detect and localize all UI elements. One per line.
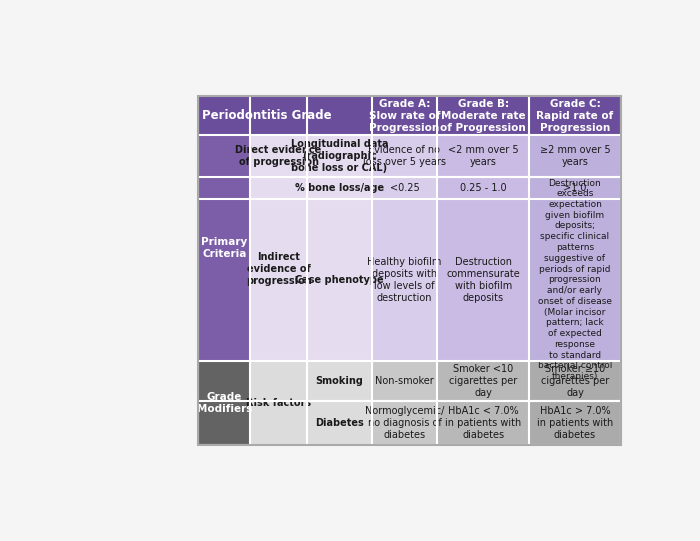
Bar xyxy=(198,361,251,445)
Text: Diabetes: Diabetes xyxy=(315,418,364,427)
Text: 0.25 - 1.0: 0.25 - 1.0 xyxy=(460,183,507,193)
Bar xyxy=(372,401,437,445)
Bar xyxy=(372,361,437,401)
Text: Evidence of no
loss over 5 years: Evidence of no loss over 5 years xyxy=(363,145,446,167)
Bar xyxy=(307,199,372,361)
Text: <0.25: <0.25 xyxy=(390,183,419,193)
Text: Grade C:
Rapid rate of
Progression: Grade C: Rapid rate of Progression xyxy=(536,99,614,133)
Bar xyxy=(198,96,621,445)
Bar xyxy=(307,361,372,401)
Text: Grade A:
Slow rate of
Progression: Grade A: Slow rate of Progression xyxy=(369,99,440,133)
Bar xyxy=(307,401,372,445)
Text: Risk factors: Risk factors xyxy=(246,398,311,407)
Bar xyxy=(437,177,529,199)
Text: Direct evidence
of progression: Direct evidence of progression xyxy=(235,145,322,167)
Bar xyxy=(251,135,307,177)
Text: Normoglycemic/
no diagnosis of
diabetes: Normoglycemic/ no diagnosis of diabetes xyxy=(365,406,444,440)
Text: Smoking: Smoking xyxy=(316,375,363,386)
Bar xyxy=(437,135,529,177)
Text: Healthy biofilm
deposits with
low levels of
destruction: Healthy biofilm deposits with low levels… xyxy=(368,257,442,303)
Bar xyxy=(307,135,372,177)
Text: Non-smoker: Non-smoker xyxy=(375,375,434,386)
Text: >1.0: >1.0 xyxy=(564,183,587,193)
Bar xyxy=(437,199,529,361)
Text: <2 mm over 5
years: <2 mm over 5 years xyxy=(448,145,519,167)
Text: Destruction
exceeds
expectation
given biofilm
deposits;
specific clinical
patter: Destruction exceeds expectation given bi… xyxy=(538,179,612,381)
Bar xyxy=(198,96,621,135)
Text: Smoker ≥10
cigarettes per
day: Smoker ≥10 cigarettes per day xyxy=(541,364,609,398)
Bar xyxy=(198,135,251,361)
Bar xyxy=(437,401,529,445)
Bar xyxy=(529,135,621,177)
Bar xyxy=(529,177,621,199)
Text: HbA1c < 7.0%
in patients with
diabetes: HbA1c < 7.0% in patients with diabetes xyxy=(445,406,522,440)
Text: Grade B:
Moderate rate
of Progression: Grade B: Moderate rate of Progression xyxy=(440,99,526,133)
Text: Periodontitis Grade: Periodontitis Grade xyxy=(202,109,332,122)
Bar xyxy=(529,361,621,401)
Text: Smoker <10
cigarettes per
day: Smoker <10 cigarettes per day xyxy=(449,364,517,398)
Text: Grade
Modifiers: Grade Modifiers xyxy=(197,392,252,413)
Bar xyxy=(372,199,437,361)
Text: % bone loss/age: % bone loss/age xyxy=(295,183,384,193)
Text: Destruction
commensurate
with biofilm
deposits: Destruction commensurate with biofilm de… xyxy=(447,257,520,303)
Text: Case phenotype: Case phenotype xyxy=(295,275,384,285)
Bar xyxy=(307,177,372,199)
Bar xyxy=(437,361,529,401)
Text: HbA1c > 7.0%
in patients with
diabetes: HbA1c > 7.0% in patients with diabetes xyxy=(537,406,613,440)
Text: Indirect
evidence of
progression: Indirect evidence of progression xyxy=(246,252,312,286)
Text: Primary
Criteria: Primary Criteria xyxy=(201,237,247,259)
Bar xyxy=(251,177,307,361)
Bar xyxy=(529,199,621,361)
Text: ≥2 mm over 5
years: ≥2 mm over 5 years xyxy=(540,145,610,167)
Bar xyxy=(251,361,307,445)
Bar xyxy=(372,177,437,199)
Bar xyxy=(529,401,621,445)
Text: Longitudinal data
(radiographic
bone loss or CAL): Longitudinal data (radiographic bone los… xyxy=(290,139,388,173)
Bar xyxy=(372,135,437,177)
